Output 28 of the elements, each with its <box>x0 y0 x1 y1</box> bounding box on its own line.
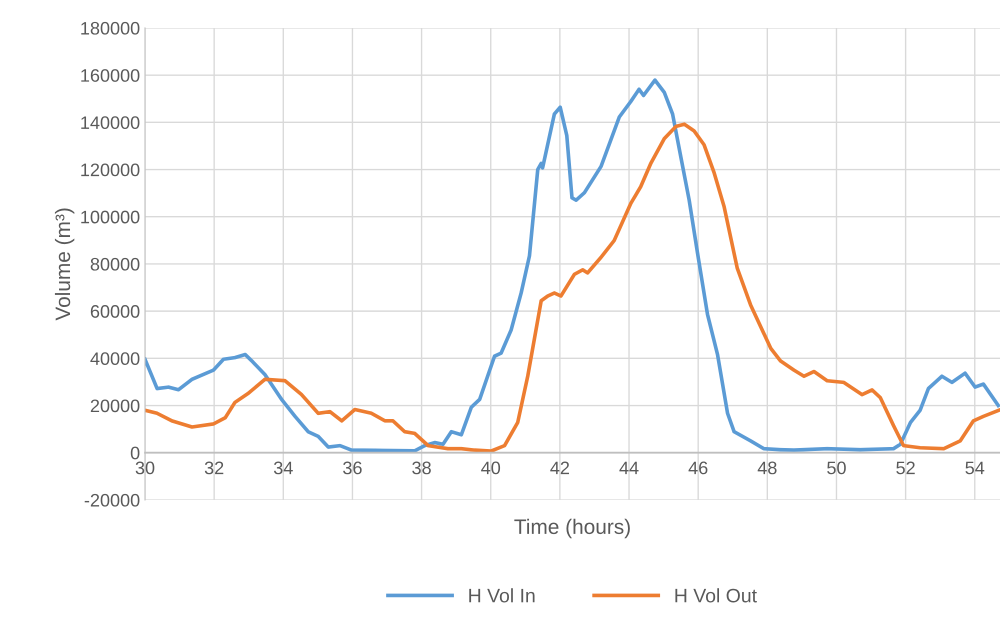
x-tick-label: 42 <box>550 462 570 474</box>
x-tick-label: 48 <box>758 462 777 474</box>
y-tick-label: 100000 <box>81 210 140 224</box>
y-tick-label: 140000 <box>81 116 140 130</box>
x-tick-label: 44 <box>619 462 639 474</box>
x-tick-label: 54 <box>965 462 984 474</box>
x-axis-title: Time (hours) <box>514 518 630 538</box>
y-axis-title: Volume (m³) <box>54 208 74 321</box>
x-tick-label: 46 <box>688 462 708 474</box>
y-tick-label: 40000 <box>90 352 140 366</box>
x-tick-label: 40 <box>481 462 500 474</box>
y-tick-label: 80000 <box>90 258 140 271</box>
x-tick-label: 34 <box>274 462 293 474</box>
x-tick-label: 36 <box>343 462 362 474</box>
x-tick-label: 32 <box>204 462 224 474</box>
y-tick-label: 0 <box>130 446 140 460</box>
y-tick-label: 20000 <box>90 399 140 412</box>
x-tick-label: 50 <box>827 462 846 474</box>
x-tick-label: 30 <box>136 462 154 474</box>
legend-label: H Vol Out <box>675 588 757 602</box>
y-tick-label: 120000 <box>81 163 140 176</box>
y-tick-label: 60000 <box>90 305 140 318</box>
y-tick-label: 180000 <box>81 22 140 35</box>
y-tick-label: -20000 <box>84 494 140 507</box>
y-tick-label: 160000 <box>81 69 140 82</box>
x-tick-label: 38 <box>412 462 431 474</box>
x-tick-label: 52 <box>896 462 915 474</box>
legend-label: H Vol In <box>469 588 535 602</box>
